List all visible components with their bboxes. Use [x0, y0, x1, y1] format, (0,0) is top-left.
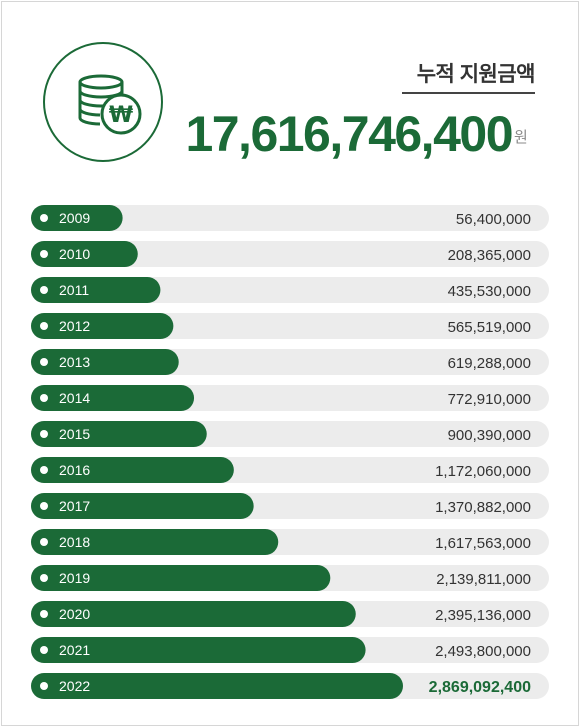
category-label: 2010 [59, 246, 90, 262]
svg-text:₩: ₩ [109, 103, 133, 128]
bar-2017 [31, 493, 254, 519]
bar-2010 [31, 241, 138, 267]
bullet-dot-2015 [40, 430, 48, 438]
bar-2016 [31, 457, 234, 483]
category-label: 2019 [59, 570, 90, 586]
bar-2019 [31, 565, 331, 591]
bar-2018 [31, 529, 279, 555]
bullet-dot-2012 [40, 322, 48, 330]
value-label: 1,370,882,000 [435, 499, 531, 516]
category-label: 2011 [59, 282, 89, 298]
category-label: 2013 [59, 354, 90, 370]
category-label: 2018 [59, 534, 90, 550]
value-label: 1,172,060,000 [435, 463, 531, 480]
bullet-dot-2022 [40, 682, 48, 690]
bullet-dot-2014 [40, 394, 48, 402]
bullet-dot-2020 [40, 610, 48, 618]
bar-2011 [31, 277, 161, 303]
bar-2021 [31, 637, 366, 663]
bar-2012 [31, 313, 174, 339]
category-label: 2017 [59, 498, 90, 514]
value-label: 772,910,000 [448, 391, 531, 408]
bar-track-2010 [31, 241, 549, 267]
total-unit: 원 [514, 129, 528, 146]
value-label: 900,390,000 [448, 427, 531, 444]
bar-track-2009 [31, 205, 549, 231]
category-label: 2016 [59, 462, 90, 478]
bullet-dot-2021 [40, 646, 48, 654]
value-label: 2,493,800,000 [435, 643, 531, 660]
category-label: 2020 [59, 606, 90, 622]
value-label: 1,617,563,000 [435, 535, 531, 552]
bar-2014 [31, 385, 195, 411]
bullet-dot-2009 [40, 214, 48, 222]
value-label: 565,519,000 [448, 319, 531, 336]
bullet-dot-2016 [40, 466, 48, 474]
bar-2015 [31, 421, 207, 447]
page-title: 누적 지원금액 [416, 63, 536, 86]
bullet-dot-2019 [40, 574, 48, 582]
bar-2009 [31, 205, 123, 231]
coins-won-icon: ₩ [43, 42, 163, 162]
category-label: 2009 [59, 210, 90, 226]
value-label: 435,530,000 [448, 283, 531, 300]
title-divider [402, 92, 535, 94]
category-label: 2022 [59, 678, 90, 694]
value-label: 619,288,000 [448, 355, 531, 372]
total-amount: 17,616,746,400 [185, 106, 513, 162]
bar-2020 [31, 601, 356, 627]
category-label: 2014 [59, 390, 90, 406]
bar-2013 [31, 349, 179, 375]
bullet-dot-2018 [40, 538, 48, 546]
value-label: 2,139,811,000 [436, 571, 531, 588]
bullet-dot-2011 [40, 286, 48, 294]
bullet-dot-2017 [40, 502, 48, 510]
category-label: 2012 [59, 318, 90, 334]
value-label: 2,395,136,000 [435, 607, 531, 624]
value-label: 208,365,000 [448, 247, 531, 264]
bullet-dot-2010 [40, 250, 48, 258]
category-label: 2021 [59, 642, 90, 658]
value-label: 2,869,092,400 [429, 679, 531, 696]
value-label: 56,400,000 [456, 211, 531, 228]
bar-track-2011 [31, 277, 549, 303]
category-label: 2015 [59, 426, 90, 442]
bar-2022 [31, 673, 403, 699]
bullet-dot-2013 [40, 358, 48, 366]
